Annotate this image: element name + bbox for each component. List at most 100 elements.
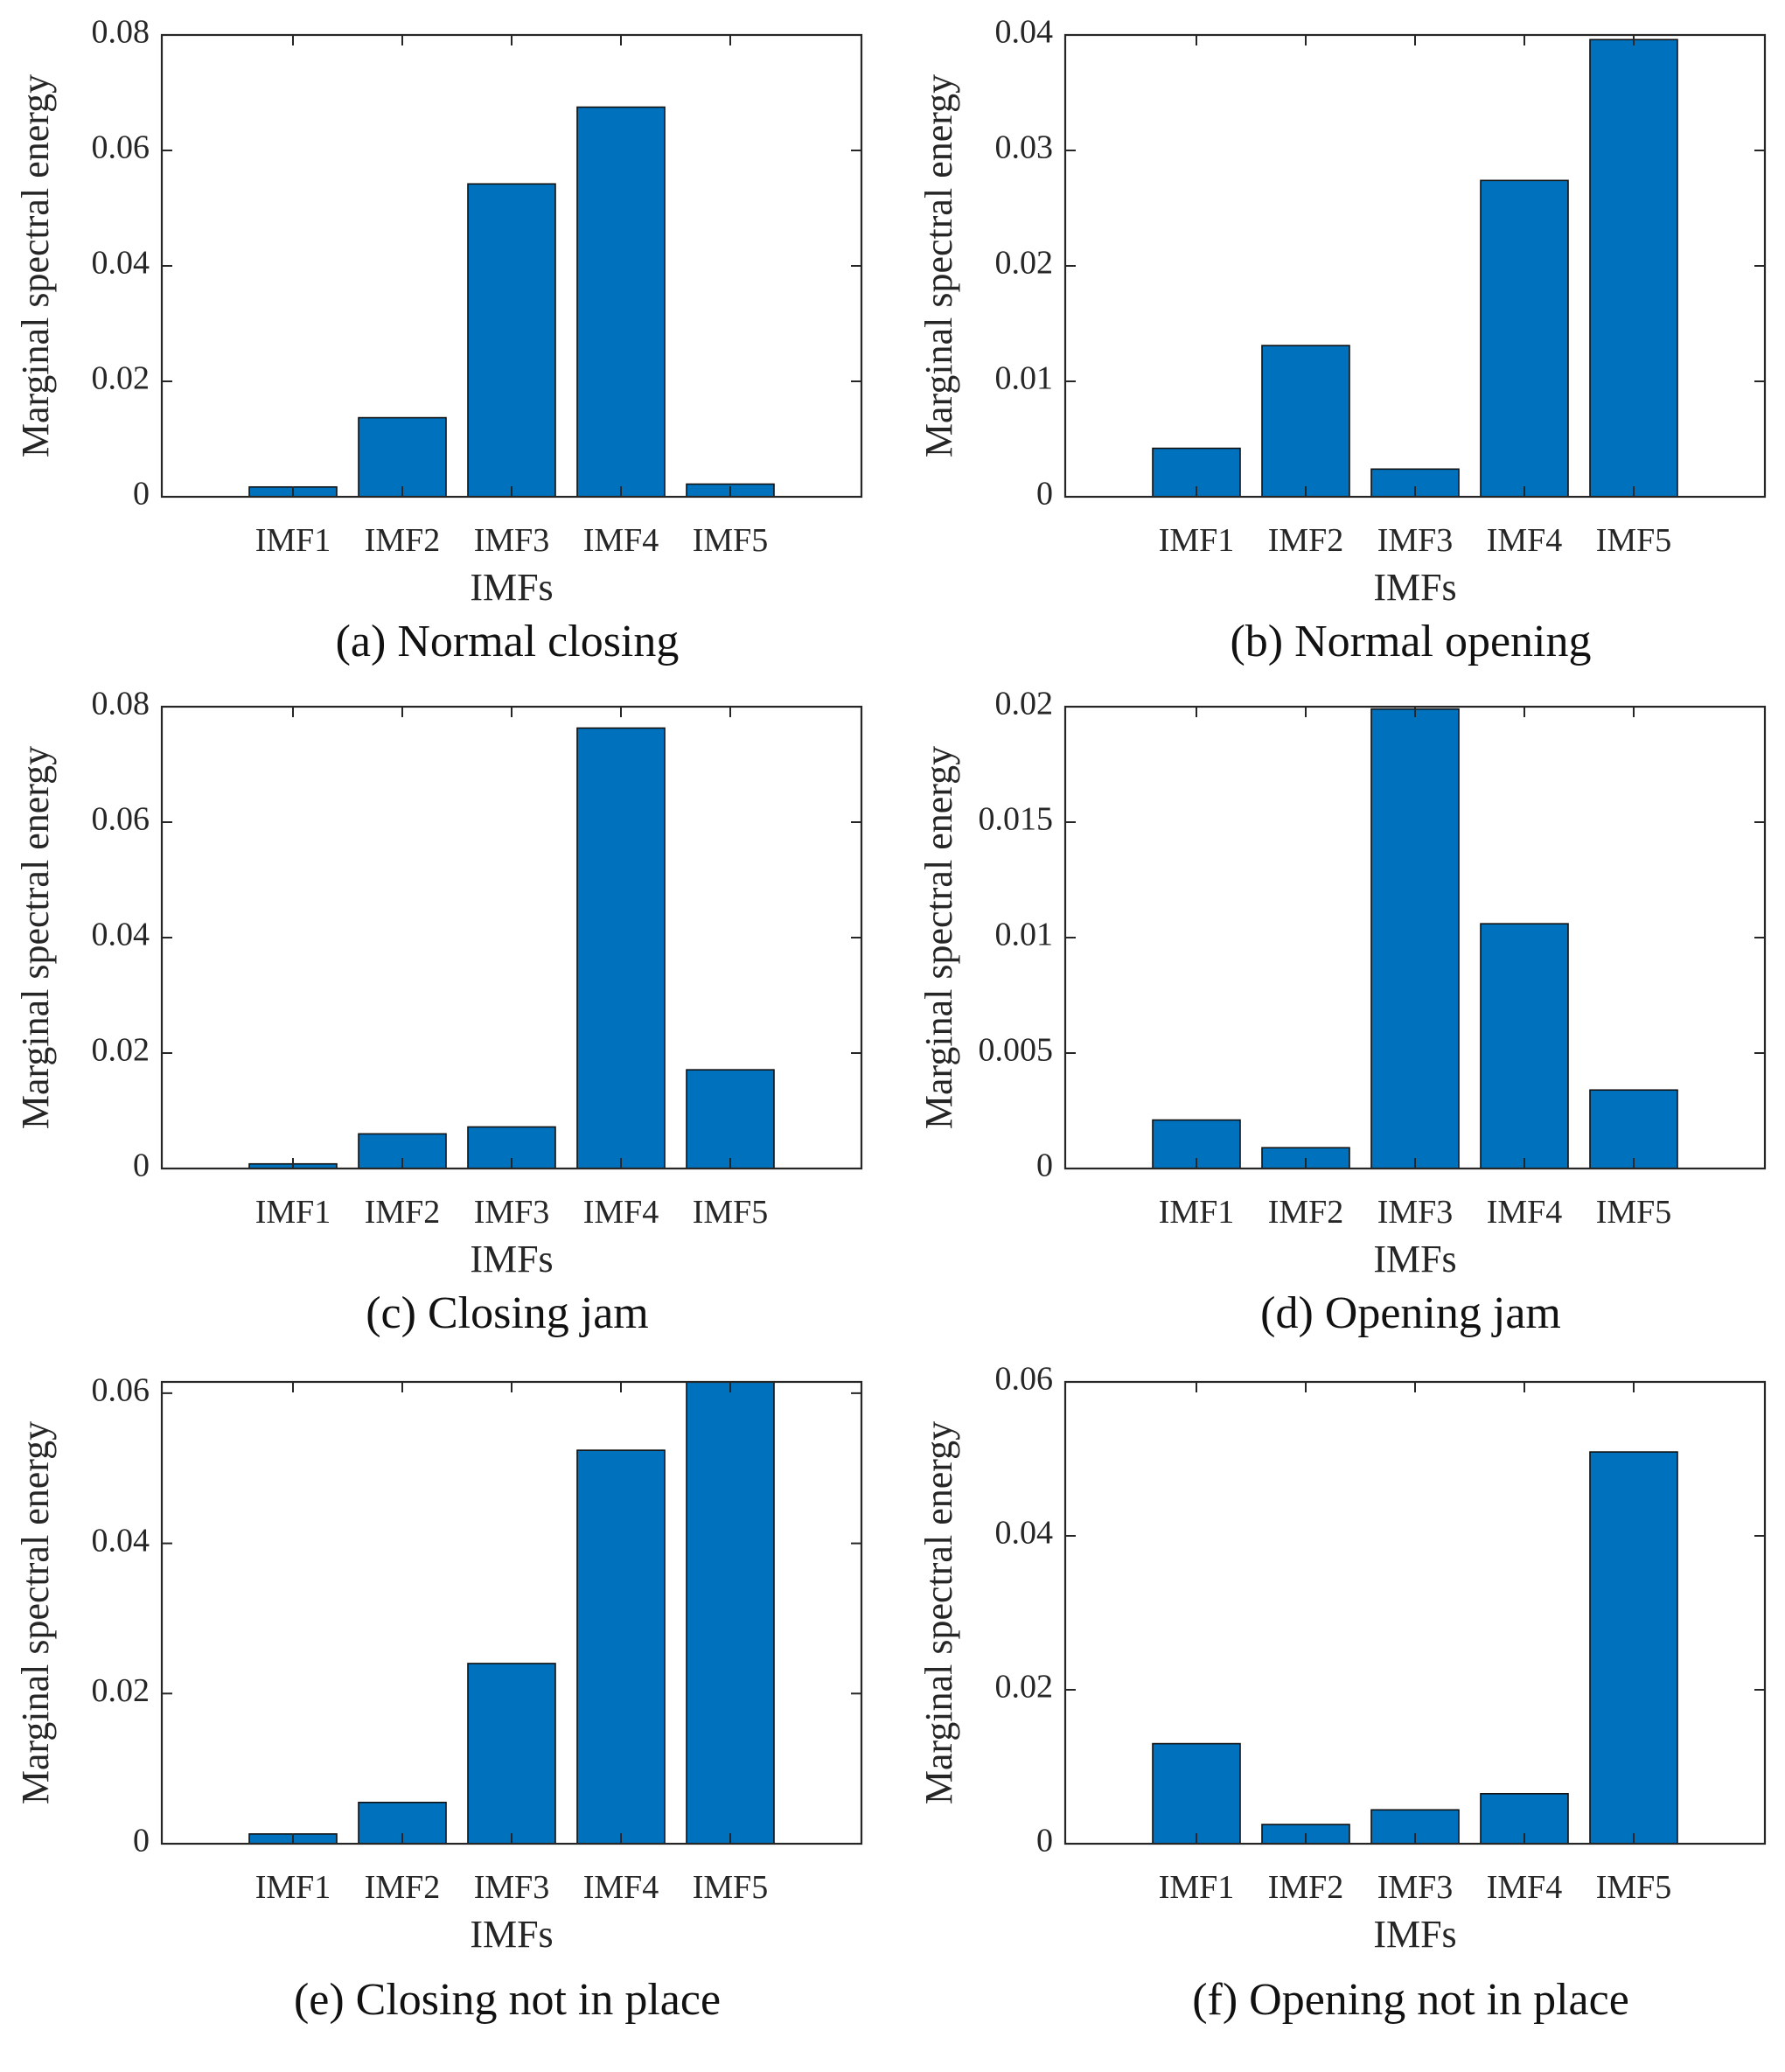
xtick-label-b-imf4: IMF4 bbox=[1487, 522, 1563, 559]
xtick-label-f-imf4: IMF4 bbox=[1487, 1869, 1563, 1906]
xtick-label-b-imf5: IMF5 bbox=[1596, 522, 1672, 559]
xtick-label-d-imf2: IMF2 bbox=[1268, 1194, 1344, 1231]
ytick-label-f-2: 0.04 bbox=[995, 1515, 1054, 1552]
xtick-label-e-imf4: IMF4 bbox=[583, 1869, 659, 1906]
xtick-label-d-imf1: IMF1 bbox=[1159, 1194, 1235, 1231]
bar-d-imf5 bbox=[1589, 1089, 1678, 1169]
ytick-label-b-2: 0.02 bbox=[995, 245, 1054, 282]
xtick-label-a-imf5: IMF5 bbox=[693, 522, 769, 559]
xtick-label-b-imf1: IMF1 bbox=[1159, 522, 1235, 559]
ytick-label-d-1: 0.005 bbox=[979, 1032, 1054, 1069]
ytick-label-a-1: 0.02 bbox=[92, 360, 150, 397]
xlabel-f: IMFs bbox=[1373, 1913, 1456, 1956]
chart-panel-f: 0 0.02 0.04 0.06 IMF1 IMF2 IMF3 IMF4 IMF5 IMFs Mar… bbox=[917, 1361, 1767, 2025]
ytick-label-d-4: 0.02 bbox=[995, 686, 1054, 722]
ytick-label-b-1: 0.01 bbox=[995, 360, 1054, 397]
bar-c-imf5 bbox=[686, 1069, 775, 1169]
ytick-label-d-0: 0 bbox=[1036, 1148, 1053, 1184]
xtick-label-c-imf5: IMF5 bbox=[693, 1194, 769, 1231]
ytick-label-c-0: 0 bbox=[133, 1148, 150, 1184]
xtick-label-f-imf1: IMF1 bbox=[1159, 1869, 1235, 1906]
xlabel-c: IMFs bbox=[470, 1238, 553, 1280]
xtick-label-a-imf4: IMF4 bbox=[583, 522, 659, 559]
xtick-label-d-imf4: IMF4 bbox=[1487, 1194, 1563, 1231]
ytick-label-c-1: 0.02 bbox=[92, 1032, 150, 1069]
ytick-label-c-3: 0.06 bbox=[92, 801, 150, 838]
bar-b-imf2 bbox=[1261, 345, 1350, 498]
xtick-label-e-imf1: IMF1 bbox=[255, 1869, 331, 1906]
bar-b-imf4 bbox=[1480, 179, 1569, 498]
xtick-label-a-imf2: IMF2 bbox=[365, 522, 441, 559]
bar-b-imf5 bbox=[1589, 38, 1678, 498]
xtick-label-c-imf3: IMF3 bbox=[474, 1194, 550, 1231]
chart-panel-d: 0 0.005 0.01 0.015 0.02 IMF1 IMF2 IMF3 IMF4 IMF5 I… bbox=[917, 686, 1767, 1338]
ytick-label-e-2: 0.04 bbox=[92, 1522, 150, 1559]
caption-e: (e) Closing not in place bbox=[294, 1975, 721, 2025]
xtick-label-e-imf2: IMF2 bbox=[365, 1869, 441, 1906]
ytick-label-c-2: 0.04 bbox=[92, 917, 150, 953]
ytick-label-a-2: 0.04 bbox=[92, 245, 150, 282]
xlabel-b: IMFs bbox=[1373, 566, 1456, 609]
xtick-label-d-imf3: IMF3 bbox=[1377, 1194, 1454, 1231]
xtick-label-a-imf3: IMF3 bbox=[474, 522, 550, 559]
ytick-label-a-3: 0.06 bbox=[92, 129, 150, 166]
ylabel-a: Marginal spectral energy bbox=[14, 74, 57, 457]
bar-f-imf5 bbox=[1589, 1451, 1678, 1845]
ylabel-e: Marginal spectral energy bbox=[14, 1421, 57, 1804]
caption-d: (d) Opening jam bbox=[1260, 1288, 1561, 1338]
bar-d-imf3 bbox=[1370, 708, 1460, 1169]
caption-f: (f) Opening not in place bbox=[1192, 1975, 1629, 2025]
xtick-label-e-imf3: IMF3 bbox=[474, 1869, 550, 1906]
ytick-label-a-0: 0 bbox=[133, 476, 150, 513]
xtick-label-d-imf5: IMF5 bbox=[1596, 1194, 1672, 1231]
ytick-label-e-0: 0 bbox=[133, 1823, 150, 1859]
xlabel-e: IMFs bbox=[470, 1913, 553, 1956]
xlabel-d: IMFs bbox=[1373, 1238, 1456, 1280]
xtick-label-c-imf2: IMF2 bbox=[365, 1194, 441, 1231]
xtick-label-c-imf1: IMF1 bbox=[255, 1194, 331, 1231]
chart-panel-b: 0 0.01 0.02 0.03 0.04 IMF1 IMF2 IMF3 IMF4 IMF5 IMF… bbox=[917, 14, 1767, 666]
caption-b: (b) Normal opening bbox=[1230, 617, 1591, 666]
bar-f-imf1 bbox=[1152, 1742, 1241, 1845]
bar-e-imf3 bbox=[467, 1663, 556, 1845]
xtick-label-f-imf5: IMF5 bbox=[1596, 1869, 1672, 1906]
ytick-label-c-4: 0.08 bbox=[92, 686, 150, 722]
chart-panel-a: 0 0.02 0.04 0.06 0.08 IMF1 IMF2 IMF3 IMF4 IMF5 IMF… bbox=[14, 14, 863, 666]
bar-e-imf2 bbox=[358, 1801, 447, 1845]
ytick-label-b-3: 0.03 bbox=[995, 129, 1054, 166]
ytick-label-f-1: 0.02 bbox=[995, 1669, 1054, 1706]
ytick-label-f-0: 0 bbox=[1036, 1823, 1053, 1859]
ytick-label-d-3: 0.015 bbox=[979, 801, 1054, 838]
xtick-label-b-imf3: IMF3 bbox=[1377, 522, 1454, 559]
ylabel-d: Marginal spectral energy bbox=[917, 746, 960, 1129]
ytick-label-f-3: 0.06 bbox=[995, 1361, 1054, 1398]
chart-panel-c: 0 0.02 0.04 0.06 0.08 IMF1 IMF2 IMF3 IMF4 IMF5 IMF… bbox=[14, 686, 863, 1338]
xtick-label-a-imf1: IMF1 bbox=[255, 522, 331, 559]
xlabel-a: IMFs bbox=[470, 566, 553, 609]
ytick-label-b-4: 0.04 bbox=[995, 14, 1054, 51]
bar-e-imf5 bbox=[686, 1381, 775, 1845]
ylabel-f: Marginal spectral energy bbox=[917, 1421, 960, 1804]
bar-d-imf4 bbox=[1480, 923, 1569, 1169]
xtick-label-c-imf4: IMF4 bbox=[583, 1194, 659, 1231]
ylabel-c: Marginal spectral energy bbox=[14, 746, 57, 1129]
xtick-label-f-imf2: IMF2 bbox=[1268, 1869, 1344, 1906]
ytick-label-e-1: 0.02 bbox=[92, 1672, 150, 1709]
ylabel-b: Marginal spectral energy bbox=[917, 74, 960, 457]
bar-a-imf4 bbox=[576, 106, 666, 498]
xtick-label-e-imf5: IMF5 bbox=[693, 1869, 769, 1906]
caption-c: (c) Closing jam bbox=[366, 1288, 649, 1338]
bar-c-imf4 bbox=[576, 727, 666, 1169]
xtick-label-f-imf3: IMF3 bbox=[1377, 1869, 1454, 1906]
ytick-label-d-2: 0.01 bbox=[995, 917, 1054, 953]
ytick-label-e-3: 0.06 bbox=[92, 1372, 150, 1409]
bar-a-imf3 bbox=[467, 183, 556, 498]
ytick-label-a-4: 0.08 bbox=[92, 14, 150, 51]
bar-a-imf2 bbox=[358, 416, 447, 498]
ytick-label-b-0: 0 bbox=[1036, 476, 1053, 513]
caption-a: (a) Normal closing bbox=[336, 617, 680, 666]
xtick-label-b-imf2: IMF2 bbox=[1268, 522, 1344, 559]
bar-e-imf4 bbox=[576, 1449, 666, 1845]
chart-panel-e: 0 0.02 0.04 0.06 IMF1 IMF2 IMF3 IMF4 IMF5 IMFs Mar… bbox=[14, 1372, 863, 2025]
